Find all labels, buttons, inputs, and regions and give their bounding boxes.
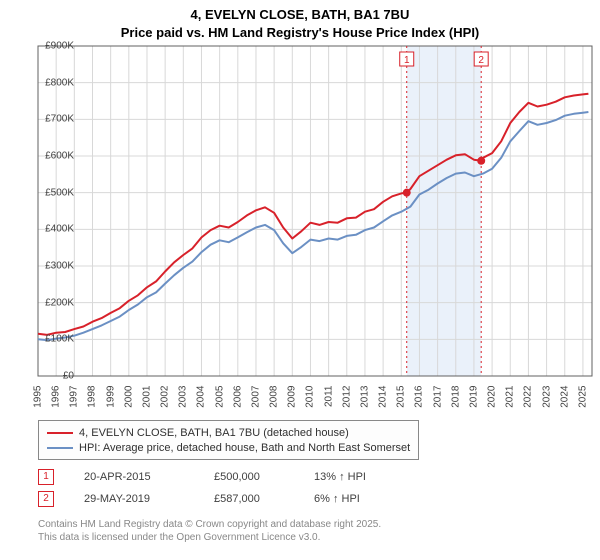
sale-date: 29-MAY-2019 bbox=[84, 493, 214, 505]
legend-row: 4, EVELYN CLOSE, BATH, BA1 7BU (detached… bbox=[47, 425, 410, 440]
chart-area: 12 £0£100K£200K£300K£400K£500K£600K£700K… bbox=[38, 46, 592, 376]
sale-hpi: 6% ↑ HPI bbox=[314, 493, 360, 505]
x-tick-label: 2024 bbox=[559, 386, 570, 426]
x-tick-label: 2021 bbox=[505, 386, 516, 426]
sale-price: £500,000 bbox=[214, 471, 314, 483]
footer-note: Contains HM Land Registry data © Crown c… bbox=[38, 518, 381, 544]
x-tick-label: 2017 bbox=[432, 386, 443, 426]
y-tick-label: £800K bbox=[38, 77, 74, 88]
x-tick-label: 2019 bbox=[468, 386, 479, 426]
legend-box: 4, EVELYN CLOSE, BATH, BA1 7BU (detached… bbox=[38, 420, 419, 460]
y-tick-label: £0 bbox=[38, 371, 74, 382]
sale-price: £587,000 bbox=[214, 493, 314, 505]
legend-swatch bbox=[47, 432, 73, 434]
svg-text:2: 2 bbox=[478, 55, 484, 66]
sale-badge: 2 bbox=[38, 491, 54, 507]
footer-line-2: This data is licensed under the Open Gov… bbox=[38, 531, 381, 544]
sale-badge: 1 bbox=[38, 469, 54, 485]
svg-text:1: 1 bbox=[404, 55, 410, 66]
x-tick-label: 2025 bbox=[577, 386, 588, 426]
sales-table: 1 20-APR-2015£500,00013% ↑ HPI 2 29-MAY-201… bbox=[38, 466, 366, 510]
title-line-1: 4, EVELYN CLOSE, BATH, BA1 7BU bbox=[0, 6, 600, 24]
y-tick-label: £500K bbox=[38, 187, 74, 198]
x-tick-label: 2023 bbox=[541, 386, 552, 426]
legend-label: 4, EVELYN CLOSE, BATH, BA1 7BU (detached… bbox=[79, 427, 349, 439]
sale-hpi: 13% ↑ HPI bbox=[314, 471, 366, 483]
chart-container: 4, EVELYN CLOSE, BATH, BA1 7BU Price pai… bbox=[0, 0, 600, 560]
title-block: 4, EVELYN CLOSE, BATH, BA1 7BU Price pai… bbox=[0, 0, 600, 41]
sale-date: 20-APR-2015 bbox=[84, 471, 214, 483]
x-tick-label: 2020 bbox=[487, 386, 498, 426]
title-line-2: Price paid vs. HM Land Registry's House … bbox=[0, 24, 600, 42]
sale-row: 2 29-MAY-2019£587,0006% ↑ HPI bbox=[38, 488, 366, 510]
y-tick-label: £300K bbox=[38, 261, 74, 272]
y-tick-label: £700K bbox=[38, 114, 74, 125]
y-tick-label: £600K bbox=[38, 151, 74, 162]
sale-row: 1 20-APR-2015£500,00013% ↑ HPI bbox=[38, 466, 366, 488]
y-tick-label: £900K bbox=[38, 41, 74, 52]
y-tick-label: £100K bbox=[38, 334, 74, 345]
x-tick-label: 2018 bbox=[450, 386, 461, 426]
legend-swatch bbox=[47, 447, 73, 449]
line-chart-svg: 12 bbox=[38, 46, 592, 376]
legend-label: HPI: Average price, detached house, Bath… bbox=[79, 442, 410, 454]
x-tick-label: 2022 bbox=[523, 386, 534, 426]
footer-line-1: Contains HM Land Registry data © Crown c… bbox=[38, 518, 381, 531]
y-tick-label: £400K bbox=[38, 224, 74, 235]
legend-row: HPI: Average price, detached house, Bath… bbox=[47, 440, 410, 455]
y-tick-label: £200K bbox=[38, 297, 74, 308]
